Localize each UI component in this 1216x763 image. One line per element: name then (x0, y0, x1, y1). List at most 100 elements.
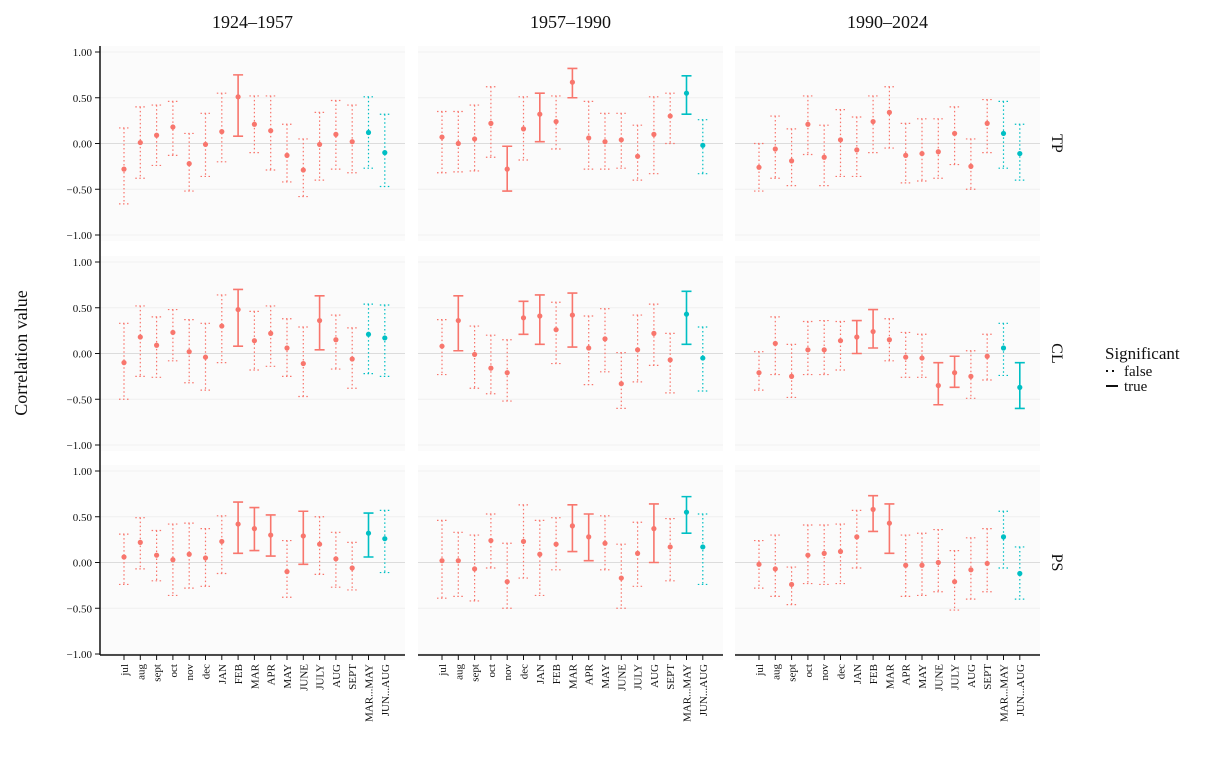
point (968, 163, 974, 169)
x-tick-label: JULY (315, 664, 327, 690)
point (952, 130, 958, 137)
error-bar (167, 100, 178, 156)
point (472, 566, 478, 572)
point (586, 345, 592, 351)
error-bar (616, 112, 627, 169)
point (439, 558, 445, 564)
x-tick-label: jul (754, 664, 766, 677)
point (317, 317, 323, 324)
error-bar (534, 92, 545, 143)
error-bar (998, 322, 1009, 377)
point (537, 111, 543, 117)
error-bar (485, 513, 496, 569)
point (618, 381, 624, 387)
point (870, 506, 876, 513)
error-bar (754, 142, 764, 192)
point (667, 357, 673, 363)
point (202, 555, 209, 561)
x-tick-label: JUNE (298, 664, 310, 691)
error-bar (770, 115, 781, 179)
point (651, 526, 657, 532)
x-tick-label: AUG (966, 664, 978, 688)
error-bar (167, 523, 178, 597)
point (1000, 534, 1007, 540)
y-tick-label: −0.50 (67, 394, 93, 406)
error-bar (485, 334, 496, 395)
error-bar (485, 86, 496, 158)
point (968, 373, 974, 379)
point (886, 109, 893, 115)
point (537, 551, 543, 557)
point (154, 552, 160, 558)
point (602, 139, 608, 145)
x-tick-label: nov (502, 664, 514, 681)
error-bar (786, 343, 797, 399)
point (756, 164, 762, 170)
error-bar (681, 290, 692, 346)
x-tick-label: FEB (868, 664, 880, 684)
point (439, 134, 445, 140)
error-bar (551, 95, 562, 150)
point (317, 541, 323, 547)
point (919, 355, 925, 361)
point (300, 360, 306, 367)
error-bar (347, 104, 358, 174)
y-tick-label: −0.50 (67, 603, 93, 615)
point (439, 343, 445, 349)
y-tick-label: 0.00 (73, 349, 93, 361)
error-bar (314, 111, 325, 181)
x-tick-label: JULY (633, 664, 645, 690)
error-bar (567, 292, 578, 348)
x-tick-label: MAY (600, 664, 612, 689)
point (854, 334, 860, 340)
point (772, 566, 778, 572)
error-bar (233, 288, 244, 347)
point (121, 360, 127, 366)
error-bar (917, 532, 927, 597)
error-bar (648, 303, 659, 366)
error-bar (184, 319, 195, 384)
error-bar (665, 332, 676, 394)
point (455, 140, 461, 147)
point (202, 354, 209, 360)
point (854, 534, 860, 540)
point (772, 340, 778, 347)
x-tick-label: JUN...AUG (698, 664, 710, 716)
point (333, 556, 339, 562)
error-bar (502, 542, 513, 609)
error-bar (600, 112, 610, 170)
point (789, 373, 795, 379)
point (537, 313, 543, 319)
error-bar (151, 104, 162, 167)
error-bar (648, 503, 659, 564)
x-tick-label: JAN (535, 664, 547, 684)
x-tick-label: MAR...MAY (364, 664, 376, 722)
point (586, 135, 592, 141)
error-bar (151, 316, 162, 378)
point (170, 124, 176, 130)
x-tick-label: SEPT (982, 664, 994, 690)
point (683, 509, 690, 515)
point (333, 131, 339, 137)
point (1017, 570, 1023, 577)
error-bar (802, 320, 813, 376)
error-bar (453, 110, 464, 173)
point (854, 147, 860, 153)
legend-title: Significant (1105, 344, 1180, 363)
point (756, 370, 762, 376)
point (382, 536, 388, 542)
point (365, 530, 372, 536)
error-bar (379, 304, 390, 377)
point (683, 90, 690, 96)
point (186, 349, 192, 355)
error-bar (900, 534, 911, 597)
error-bar (900, 331, 911, 378)
point (952, 370, 958, 376)
point (789, 581, 795, 588)
x-tick-label: nov (819, 664, 831, 681)
point (586, 534, 592, 540)
error-bar (216, 515, 227, 575)
error-bar (616, 351, 627, 409)
error-bar (265, 305, 276, 367)
